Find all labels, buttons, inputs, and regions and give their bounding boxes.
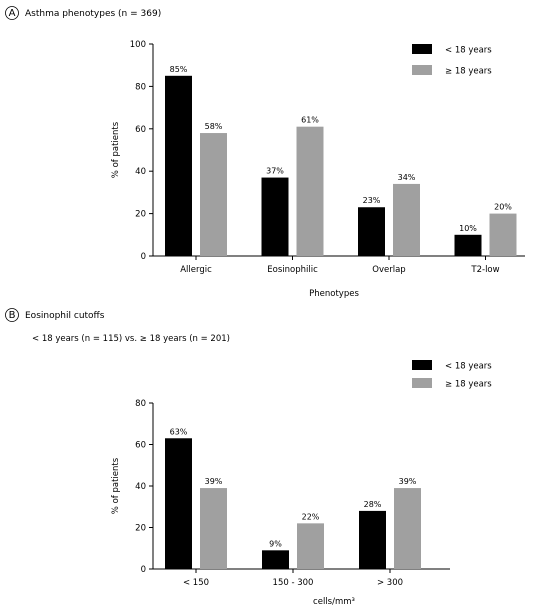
data-label: 61%	[301, 116, 319, 125]
y-tick-label: 0	[141, 565, 146, 575]
panel-subtitle: < 18 years (n = 115) vs. ≥ 18 years (n =…	[32, 334, 230, 344]
bar-under-18	[165, 75, 192, 256]
data-label: 23%	[363, 196, 381, 205]
data-label: 39%	[399, 477, 417, 486]
legend-label: ≥ 18 years	[445, 67, 492, 77]
panel-title: Eosinophil cutoffs	[25, 311, 105, 321]
data-label: 37%	[266, 167, 284, 176]
legend-swatch	[412, 360, 432, 370]
y-tick-label: 0	[141, 252, 146, 262]
y-tick-label: 80	[135, 82, 146, 92]
bar-over-18	[200, 488, 227, 569]
data-label: 10%	[459, 224, 477, 233]
legend-swatch	[412, 65, 432, 75]
category-label: 150 - 300	[273, 578, 314, 588]
data-label: 28%	[364, 500, 382, 509]
y-tick-label: 20	[135, 524, 146, 534]
data-label: 39%	[205, 477, 223, 486]
y-axis-label: % of patients	[111, 121, 121, 178]
category-label: Allergic	[180, 265, 212, 275]
legend-label: < 18 years	[445, 46, 492, 56]
panel-letter-circle	[5, 6, 19, 20]
y-tick-label: 100	[130, 40, 146, 50]
y-tick-label: 80	[135, 399, 146, 409]
data-label: 58%	[205, 122, 223, 131]
x-axis-label: Phenotypes	[309, 289, 359, 299]
y-tick-label: 40	[135, 167, 146, 177]
bar-under-18	[359, 510, 386, 569]
bar-over-18	[394, 488, 421, 569]
x-axis-label: cells/mm³	[313, 597, 355, 607]
y-tick-label: 20	[135, 210, 146, 220]
data-label: 85%	[170, 65, 188, 74]
y-axis-label: % of patients	[111, 457, 121, 514]
bar-over-18	[296, 126, 324, 257]
panel-letter-circle	[5, 308, 19, 322]
panel-title: Asthma phenotypes (n = 369)	[25, 9, 161, 19]
bar-under-18	[262, 550, 289, 569]
legend-label: ≥ 18 years	[445, 380, 492, 390]
bar-under-18	[454, 234, 482, 256]
y-tick-label: 60	[135, 441, 146, 451]
category-label: Eosinophilic	[267, 265, 318, 275]
bar-over-18	[297, 523, 324, 569]
legend-swatch	[412, 44, 432, 54]
y-tick-label: 60	[135, 125, 146, 135]
data-label: 20%	[494, 203, 512, 212]
category-label: < 150	[183, 578, 209, 588]
y-tick-label: 40	[135, 482, 146, 492]
bar-under-18	[358, 207, 385, 256]
bar-over-18	[393, 183, 420, 256]
panel-letter: A	[9, 8, 16, 19]
bar-over-18	[200, 133, 227, 256]
legend-swatch	[412, 378, 432, 388]
data-label: 34%	[398, 173, 416, 182]
panel-b: B Eosinophil cutoffs < 18 years (n = 115) …	[5, 308, 492, 607]
data-label: 9%	[269, 539, 282, 548]
bar-under-18	[165, 438, 192, 569]
bar-under-18	[261, 177, 289, 256]
category-label: Overlap	[372, 265, 405, 275]
data-label: 63%	[170, 427, 188, 436]
bar-over-18	[489, 213, 517, 256]
legend-label: < 18 years	[445, 362, 492, 372]
category-label: T2-low	[470, 265, 499, 275]
panel-letter: B	[9, 310, 16, 321]
legend: < 18 years ≥ 18 years	[412, 360, 492, 390]
data-label: 22%	[302, 512, 320, 521]
category-label: > 300	[377, 578, 403, 588]
panel-a: A Asthma phenotypes (n = 369) 0 20 40 60 80 100…	[5, 6, 525, 299]
legend: < 18 years ≥ 18 years	[412, 44, 492, 77]
